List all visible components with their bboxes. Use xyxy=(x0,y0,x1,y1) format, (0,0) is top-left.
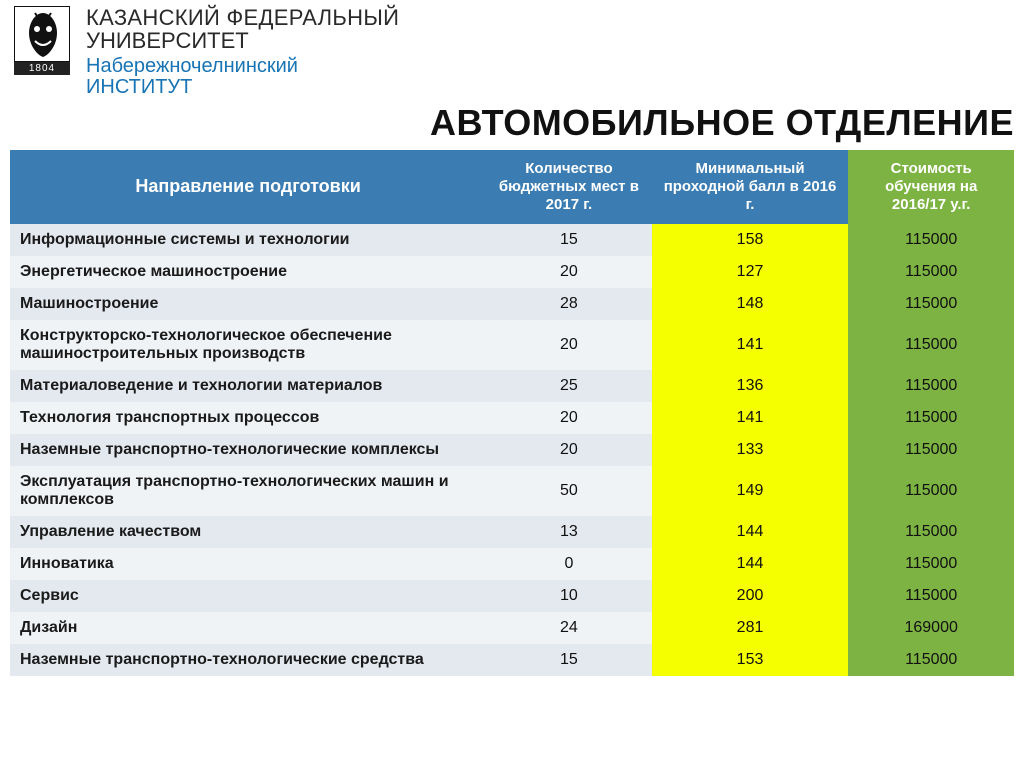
cell-cost: 115000 xyxy=(848,434,1014,466)
cell-name: Наземные транспортно-технологические сре… xyxy=(10,644,486,676)
cell-score: 144 xyxy=(652,516,849,548)
cell-places: 25 xyxy=(486,370,652,402)
cell-score: 127 xyxy=(652,256,849,288)
cell-name: Информационные системы и технологии xyxy=(10,224,486,256)
cell-score: 153 xyxy=(652,644,849,676)
cell-score: 281 xyxy=(652,612,849,644)
cell-name: Энергетическое машиностроение xyxy=(10,256,486,288)
cell-places: 20 xyxy=(486,320,652,370)
col-header-places: Количество бюджетных мест в 2017 г. xyxy=(486,150,652,224)
cell-score: 133 xyxy=(652,434,849,466)
logo-shield-icon xyxy=(14,6,70,62)
cell-places: 20 xyxy=(486,256,652,288)
cell-name: Материаловедение и технологии материалов xyxy=(10,370,486,402)
cell-cost: 115000 xyxy=(848,320,1014,370)
cell-name: Эксплуатация транспортно-технологических… xyxy=(10,466,486,516)
cell-cost: 115000 xyxy=(848,288,1014,320)
cell-places: 24 xyxy=(486,612,652,644)
table-row: Наземные транспортно-технологические ком… xyxy=(10,434,1014,466)
col-header-score: Минимальный проходной балл в 2016 г. xyxy=(652,150,849,224)
table-row: Эксплуатация транспортно-технологических… xyxy=(10,466,1014,516)
institute-name-line1: Набережночелнинский xyxy=(86,56,399,77)
cell-cost: 115000 xyxy=(848,224,1014,256)
table-header-row: Направление подготовкиКоличество бюджетн… xyxy=(10,150,1014,224)
cell-cost: 115000 xyxy=(848,402,1014,434)
cell-cost: 115000 xyxy=(848,548,1014,580)
cell-score: 136 xyxy=(652,370,849,402)
table-row: Энергетическое машиностроение20127115000 xyxy=(10,256,1014,288)
cell-cost: 169000 xyxy=(848,612,1014,644)
university-name-line1: КАЗАНСКИЙ ФЕДЕРАЛЬНЫЙ xyxy=(86,6,399,29)
table-row: Управление качеством13144115000 xyxy=(10,516,1014,548)
cell-cost: 115000 xyxy=(848,580,1014,612)
cell-score: 158 xyxy=(652,224,849,256)
cell-score: 141 xyxy=(652,402,849,434)
title-block: КАЗАНСКИЙ ФЕДЕРАЛЬНЫЙ УНИВЕРСИТЕТ Набере… xyxy=(86,6,399,98)
cell-score: 144 xyxy=(652,548,849,580)
table-row: Информационные системы и технологии15158… xyxy=(10,224,1014,256)
cell-score: 149 xyxy=(652,466,849,516)
cell-cost: 115000 xyxy=(848,516,1014,548)
cell-places: 13 xyxy=(486,516,652,548)
header: 1804 КАЗАНСКИЙ ФЕДЕРАЛЬНЫЙ УНИВЕРСИТЕТ Н… xyxy=(0,0,1024,98)
cell-places: 20 xyxy=(486,434,652,466)
table-row: Машиностроение28148115000 xyxy=(10,288,1014,320)
table-row: Технология транспортных процессов2014111… xyxy=(10,402,1014,434)
logo-year: 1804 xyxy=(14,62,70,75)
table-row: Наземные транспортно-технологические сре… xyxy=(10,644,1014,676)
cell-cost: 115000 xyxy=(848,370,1014,402)
cell-name: Наземные транспортно-технологические ком… xyxy=(10,434,486,466)
cell-cost: 115000 xyxy=(848,256,1014,288)
university-name-line2: УНИВЕРСИТЕТ xyxy=(86,29,399,52)
cell-places: 50 xyxy=(486,466,652,516)
cell-places: 15 xyxy=(486,224,652,256)
cell-name: Машиностроение xyxy=(10,288,486,320)
table-row: Конструкторско-технологическое обеспечен… xyxy=(10,320,1014,370)
page-title: АВТОМОБИЛЬНОЕ ОТДЕЛЕНИЕ xyxy=(0,102,1014,144)
institute-name-line2: ИНСТИТУТ xyxy=(86,77,399,98)
cell-places: 20 xyxy=(486,402,652,434)
cell-places: 10 xyxy=(486,580,652,612)
cell-name: Управление качеством xyxy=(10,516,486,548)
cell-cost: 115000 xyxy=(848,644,1014,676)
table-row: Сервис10200115000 xyxy=(10,580,1014,612)
cell-name: Сервис xyxy=(10,580,486,612)
cell-places: 15 xyxy=(486,644,652,676)
table-row: Инноватика0144115000 xyxy=(10,548,1014,580)
cell-name: Технология транспортных процессов xyxy=(10,402,486,434)
cell-name: Дизайн xyxy=(10,612,486,644)
cell-places: 28 xyxy=(486,288,652,320)
cell-score: 200 xyxy=(652,580,849,612)
cell-score: 141 xyxy=(652,320,849,370)
cell-score: 148 xyxy=(652,288,849,320)
university-logo: 1804 xyxy=(10,6,74,84)
table-row: Материаловедение и технологии материалов… xyxy=(10,370,1014,402)
cell-cost: 115000 xyxy=(848,466,1014,516)
col-header-cost: Стоимость обучения на 2016/17 у.г. xyxy=(848,150,1014,224)
cell-name: Конструкторско-технологическое обеспечен… xyxy=(10,320,486,370)
col-header-name: Направление подготовки xyxy=(10,150,486,224)
programs-table: Направление подготовкиКоличество бюджетн… xyxy=(10,150,1014,676)
cell-places: 0 xyxy=(486,548,652,580)
table-row: Дизайн24281169000 xyxy=(10,612,1014,644)
cell-name: Инноватика xyxy=(10,548,486,580)
